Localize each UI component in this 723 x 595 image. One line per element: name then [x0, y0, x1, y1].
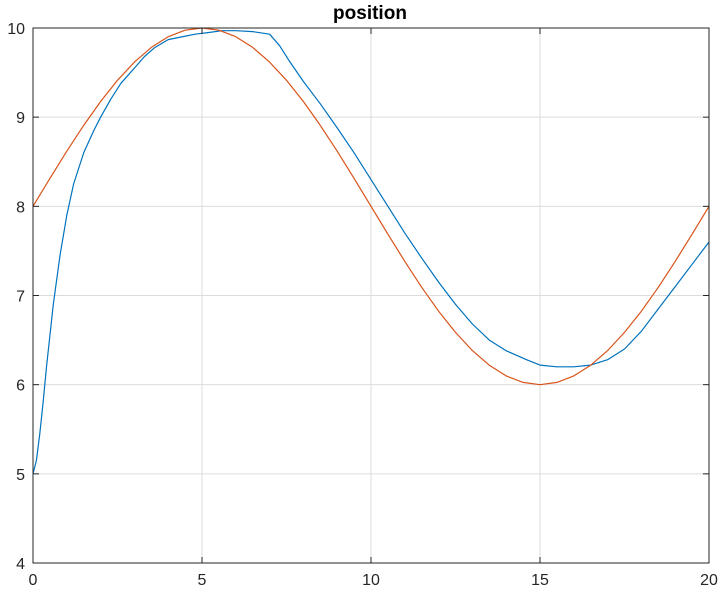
x-tick-label: 20 [700, 572, 718, 589]
y-tick-label: 4 [16, 556, 25, 573]
y-tick-label: 9 [16, 110, 25, 127]
x-tick-label: 0 [29, 572, 38, 589]
series-line-2 [32, 27, 710, 386]
x-tick-label: 5 [198, 572, 207, 589]
y-tick-label: 5 [16, 467, 25, 484]
y-tick-label: 10 [7, 21, 25, 38]
y-tick-label: 7 [16, 289, 25, 306]
series-layer [32, 27, 710, 474]
series-line-1 [32, 30, 710, 474]
y-tick-label: 6 [16, 378, 25, 395]
y-axis-ticks: 4 5 6 7 8 9 10 [7, 21, 709, 573]
x-tick-label: 10 [362, 572, 380, 589]
x-tick-label: 15 [531, 572, 549, 589]
y-tick-label: 8 [16, 199, 25, 216]
x-axis-ticks: 0 5 10 15 20 [29, 28, 718, 589]
chart-title: position [333, 3, 407, 24]
